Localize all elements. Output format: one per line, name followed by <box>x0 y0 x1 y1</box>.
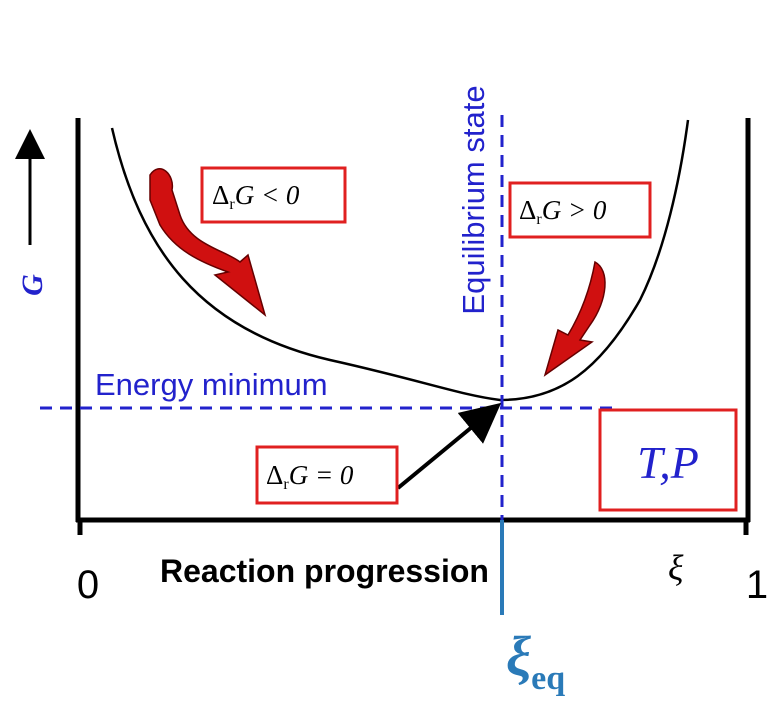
box <box>200 166 347 224</box>
red-arrow <box>543 260 606 377</box>
minimum-label: Energy minimum <box>95 367 328 402</box>
x-start: 0 <box>77 563 99 607</box>
box-text: ΔrG > 0 <box>519 195 607 228</box>
rest: G = 0 <box>289 460 354 490</box>
sub: r <box>536 211 542 228</box>
box-text: ΔrG < 0 <box>212 180 300 213</box>
x-label: Reaction progression <box>160 553 489 589</box>
y-label: G <box>16 274 49 296</box>
axes <box>75 118 751 535</box>
delta: Δ <box>519 195 536 225</box>
box <box>508 181 652 239</box>
red-arrow <box>149 168 267 318</box>
sub: r <box>229 196 235 213</box>
conditions: T,P <box>637 437 699 488</box>
delta: Δ <box>266 460 283 490</box>
rest: G > 0 <box>542 195 607 225</box>
x-symbol: ξ <box>668 548 684 588</box>
conditions-box <box>598 408 738 512</box>
rest: G < 0 <box>235 180 300 210</box>
xi: ξ <box>506 626 531 688</box>
delta: Δ <box>212 180 229 210</box>
pointer-arrow <box>396 402 502 490</box>
sub: r <box>283 476 289 493</box>
xi-eq: ξeq <box>506 626 565 697</box>
box <box>255 445 399 505</box>
x-end: 1 <box>746 563 768 607</box>
energy-curve <box>110 119 690 402</box>
box-text: ΔrG = 0 <box>266 460 354 493</box>
eq: eq <box>531 660 565 697</box>
equilibrium-label: Equilibrium state <box>456 85 491 314</box>
